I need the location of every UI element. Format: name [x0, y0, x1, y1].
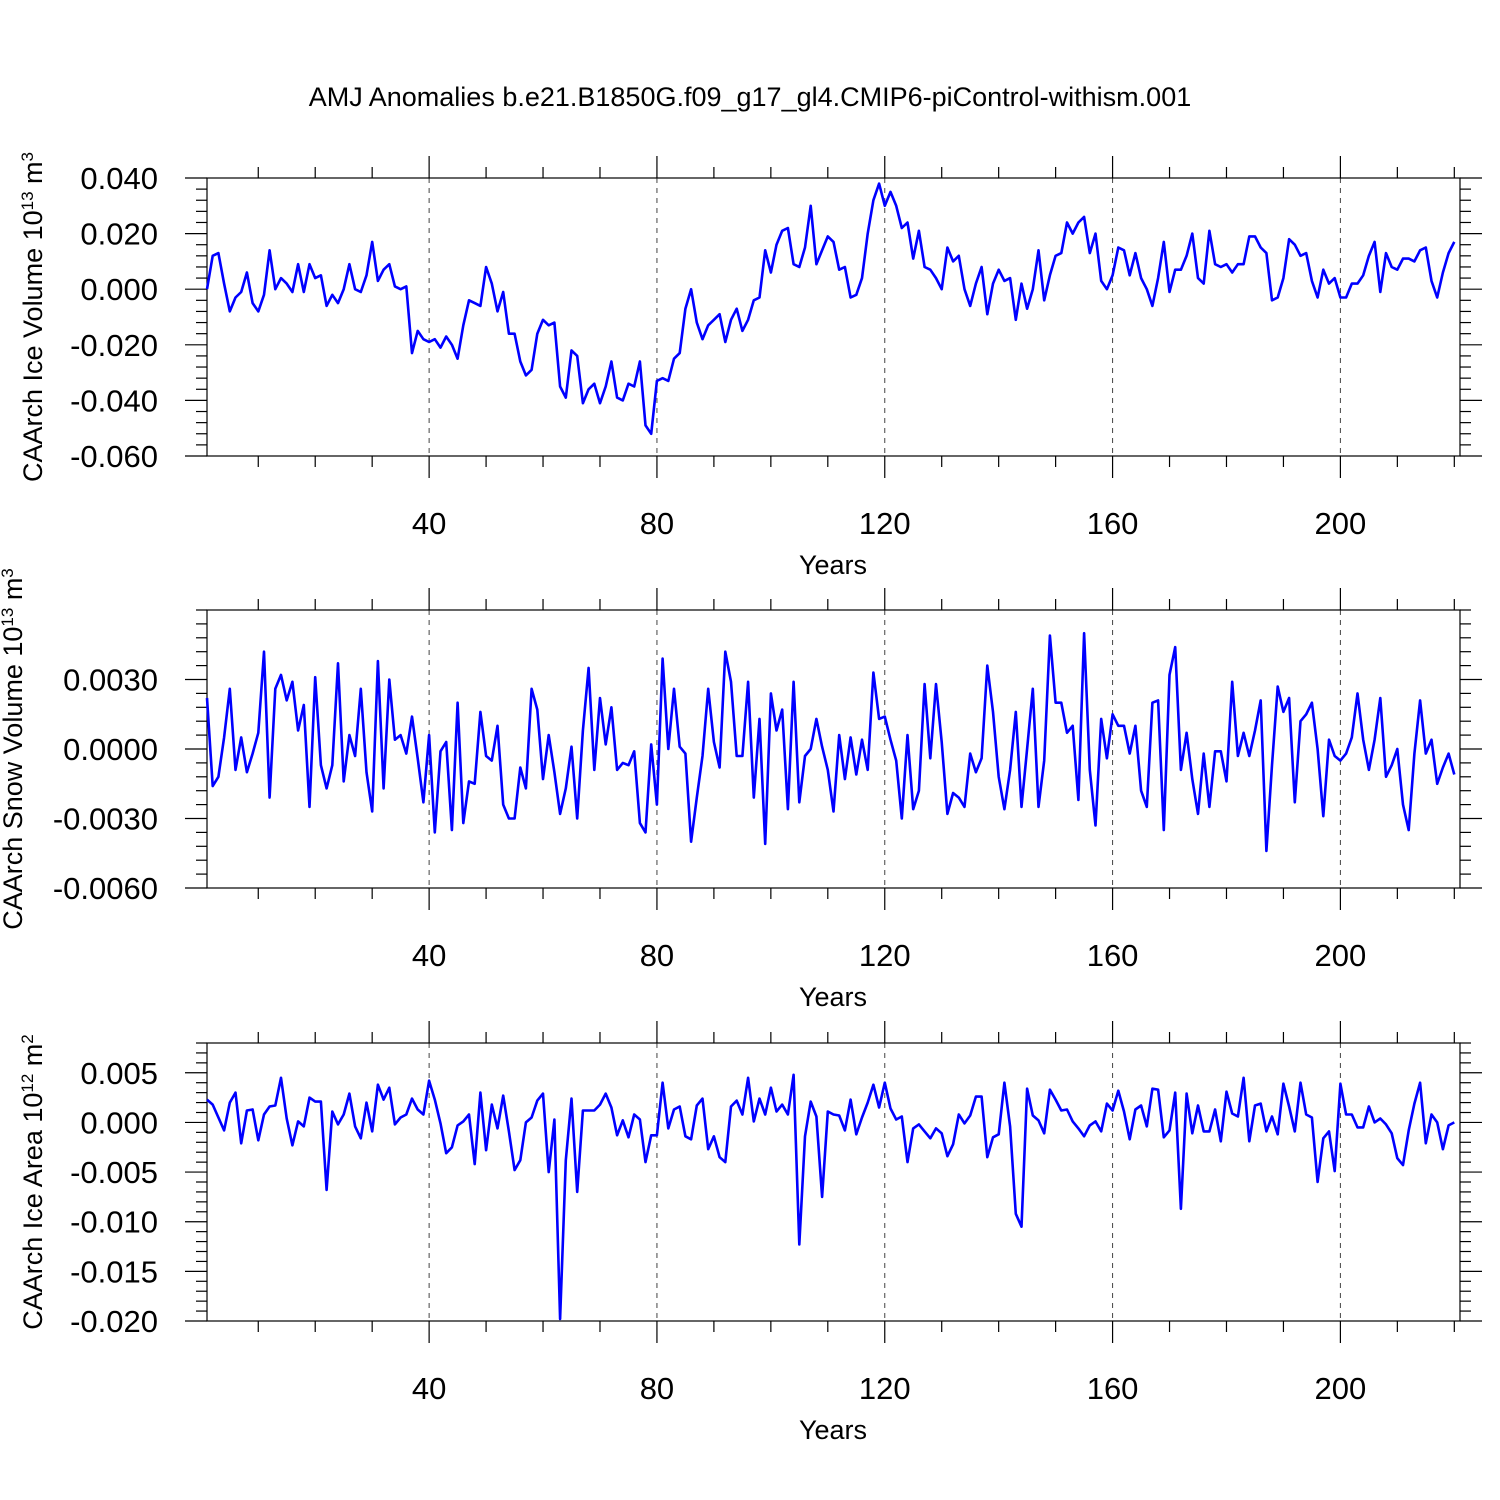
- y-axis-label-exponent: 2: [18, 1034, 37, 1043]
- x-tick-label: 200: [1315, 938, 1367, 973]
- y-tick-label: -0.010: [70, 1205, 158, 1240]
- x-axis-label: Years: [799, 1415, 867, 1445]
- y-tick-label: 0.0030: [63, 663, 158, 698]
- x-tick-label: 80: [640, 938, 674, 973]
- series-line: [206, 1073, 1455, 1321]
- x-tick-label: 200: [1315, 1371, 1367, 1406]
- x-axis-label: Years: [799, 982, 867, 1012]
- y-tick-label: -0.0060: [53, 871, 158, 906]
- x-tick-label: 160: [1087, 506, 1139, 541]
- y-tick-label: -0.005: [70, 1155, 158, 1190]
- x-tick-label: 160: [1087, 1371, 1139, 1406]
- y-tick-label: 0.000: [80, 1105, 158, 1140]
- y-axis-label: CAArch Ice Area 1012 m2: [18, 1034, 48, 1330]
- y-axis-label: CAArch Ice Volume 1013 m3: [18, 152, 48, 482]
- y-axis-label-exponent: 3: [0, 568, 17, 577]
- y-axis-label-text: m: [18, 161, 48, 191]
- y-axis-label-text: CAArch Ice Volume 10: [18, 210, 48, 482]
- y-tick-label: 0.020: [80, 217, 158, 252]
- y-axis-label-exponent: 3: [18, 152, 37, 161]
- chart-title: AMJ Anomalies b.e21.B1850G.f09_g17_gl4.C…: [309, 82, 1191, 112]
- x-tick-label: 40: [412, 506, 446, 541]
- x-tick-label: 200: [1315, 506, 1367, 541]
- plot-frame: [206, 177, 1461, 457]
- x-tick-label: 80: [640, 506, 674, 541]
- y-axis-label-text: CAArch Ice Area 10: [18, 1093, 48, 1330]
- y-tick-label: 0.0000: [63, 732, 158, 767]
- y-tick-label: 0.005: [80, 1056, 158, 1091]
- y-tick-label: -0.040: [70, 383, 158, 418]
- y-tick-label: 0.000: [80, 272, 158, 307]
- chart-panel: -0.0060 -0.0030 0.0000 0.0030 40 80 120 160 200 Y…: [0, 568, 1482, 1012]
- series-line: [205, 182, 1456, 436]
- x-tick-label: 120: [859, 938, 911, 973]
- x-tick-label: 40: [412, 938, 446, 973]
- y-axis-label-text: m: [0, 578, 28, 608]
- y-axis-label-exponent: 13: [0, 608, 17, 627]
- y-tick-label: -0.020: [70, 328, 158, 363]
- y-tick-label: -0.015: [70, 1254, 158, 1289]
- y-axis-label-text: m: [18, 1044, 48, 1074]
- y-axis-label-exponent: 13: [18, 191, 37, 210]
- y-axis-label: CAArch Snow Volume 1013 m3: [0, 568, 28, 930]
- y-tick-label: 0.040: [80, 161, 158, 196]
- y-tick-label: -0.0030: [53, 802, 158, 837]
- x-axis-label: Years: [799, 550, 867, 580]
- y-axis-label-text: CAArch Snow Volume 10: [0, 627, 28, 930]
- x-tick-label: 120: [859, 506, 911, 541]
- x-tick-label: 80: [640, 1371, 674, 1406]
- y-tick-label: -0.060: [70, 439, 158, 474]
- plot-frame: [206, 1042, 1461, 1322]
- series-line: [205, 631, 1456, 853]
- x-tick-label: 40: [412, 1371, 446, 1406]
- y-tick-label: -0.020: [70, 1304, 158, 1339]
- x-tick-label: 120: [859, 1371, 911, 1406]
- chart-panel: -0.060 -0.040 -0.020 0.000 0.020 0.040 40 80 120…: [18, 152, 1482, 580]
- chart-panel: -0.020 -0.015 -0.010 -0.005 0.000 0.005 40 80 12…: [18, 1021, 1482, 1445]
- x-tick-label: 160: [1087, 938, 1139, 973]
- y-axis-label-exponent: 12: [18, 1074, 37, 1093]
